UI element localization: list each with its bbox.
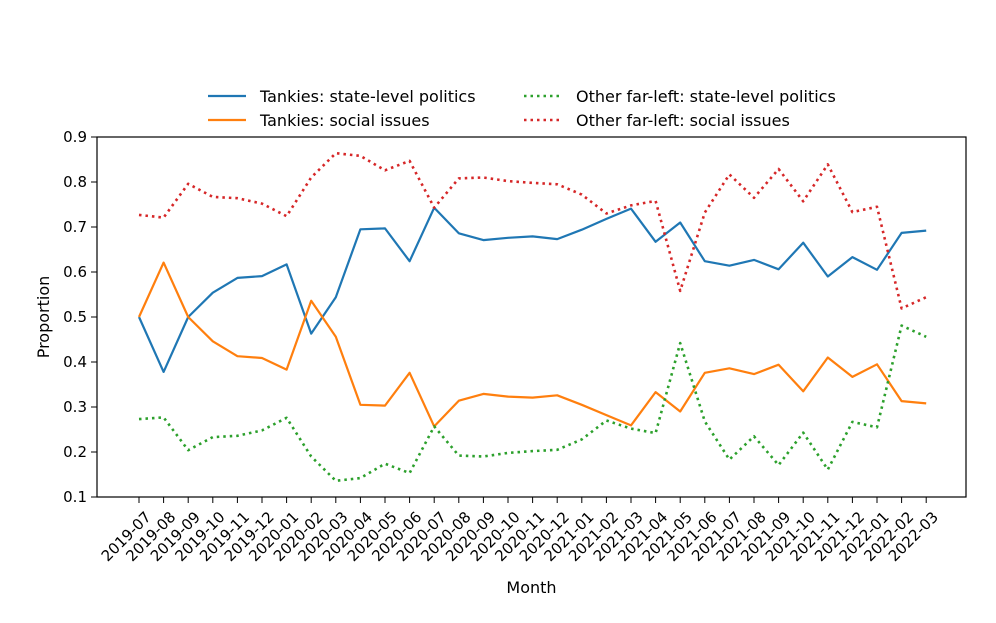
y-tick-label: 0.6 xyxy=(63,263,87,281)
series-line-0 xyxy=(137,206,927,373)
y-axis-label: Proportion xyxy=(34,276,53,359)
legend-label-3: Other far-left: social issues xyxy=(576,111,790,130)
series-line-1 xyxy=(137,261,927,428)
series-line-3 xyxy=(138,151,927,310)
plot-area-frame xyxy=(96,136,967,498)
legend-label-1: Tankies: social issues xyxy=(259,111,430,130)
x-axis-label: Month xyxy=(506,578,556,597)
y-tick-label: 0.1 xyxy=(63,488,87,506)
legend: Tankies: state-level politics Tankies: so… xyxy=(208,87,836,130)
y-tick-label: 0.2 xyxy=(63,443,87,461)
y-tick-label: 0.5 xyxy=(63,308,87,326)
y-tick-label: 0.8 xyxy=(63,173,87,191)
y-tick-label: 0.7 xyxy=(63,218,87,236)
y-axis: 0.1 0.2 0.3 0.4 0.5 0.6 0.7 0.8 0.9 xyxy=(63,128,97,506)
series-line-2 xyxy=(138,324,927,483)
x-axis: 2019-072019-082019-092019-102019-112019-… xyxy=(98,497,942,565)
legend-label-2: Other far-left: state-level politics xyxy=(576,87,836,106)
y-tick-label: 0.9 xyxy=(63,128,87,146)
series-lines xyxy=(137,151,927,483)
legend-label-0: Tankies: state-level politics xyxy=(259,87,476,106)
y-tick-label: 0.4 xyxy=(63,353,87,371)
y-tick-label: 0.3 xyxy=(63,398,87,416)
